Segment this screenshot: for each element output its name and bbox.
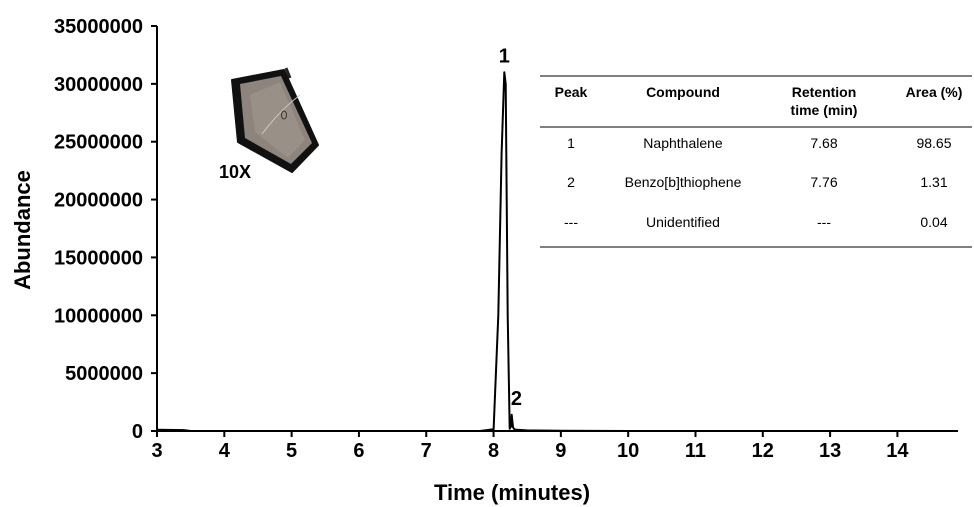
x-tick-label: 9 [555,440,566,462]
table-cell: 2 [567,174,575,190]
y-tick-label: 15000000 [54,247,143,269]
table-cell: 7.76 [810,174,837,190]
table-cell: --- [817,214,831,230]
x-tick-label: 10 [617,440,639,462]
table-cell: 98.65 [916,135,951,151]
y-tick-label: 5000000 [65,363,143,385]
table-header-retention-2: time (min) [791,102,858,118]
table-row: --- Unidentified --- 0.04 [564,214,948,230]
x-tick-label: 7 [421,440,432,462]
table-header-area: Area (%) [906,84,963,100]
x-tick-label: 14 [886,440,909,462]
table-cell: Unidentified [646,214,720,230]
x-tick-label: 13 [819,440,841,462]
table-cell: Naphthalene [643,135,723,151]
y-axis-title: Abundance [10,170,35,290]
table-row: 2 Benzo[b]thiophene 7.76 1.31 [567,174,948,190]
table-header-compound: Compound [646,84,720,100]
x-tick-label: 12 [752,440,774,462]
table-cell: --- [564,214,578,230]
table-header-peak: Peak [555,84,588,100]
chromatogram-trace [156,71,958,432]
y-tick-label: 0 [132,421,143,443]
table-cell: 7.68 [810,135,837,151]
x-axis-ticks: 3 4 5 6 7 8 9 10 11 12 13 14 [151,431,909,462]
compound-table: Peak Compound Retention time (min) Area … [540,75,972,248]
y-axis-ticks: 0 5000000 10000000 15000000 20000000 25000000… [54,16,157,443]
peak-label: 1 [499,45,510,67]
y-tick-label: 10000000 [54,305,143,327]
x-axis-title: Time (minutes) [434,480,590,505]
y-tick-label: 30000000 [54,74,143,96]
table-cell: 1.31 [920,174,947,190]
y-tick-label: 35000000 [54,16,143,38]
x-tick-label: 11 [685,440,706,462]
peak-label: 2 [511,388,522,410]
y-tick-label: 20000000 [54,190,143,212]
magnification-label: 10X [219,162,251,182]
table-cell: 0.04 [920,214,947,230]
y-tick-label: 25000000 [54,132,143,154]
table-row: 1 Naphthalene 7.68 98.65 [567,135,952,151]
x-tick-label: 4 [219,440,231,462]
x-tick-label: 6 [353,440,364,462]
x-tick-label: 8 [488,440,499,462]
table-cell: 1 [567,135,575,151]
x-tick-label: 5 [286,440,297,462]
table-header-retention-1: Retention [792,84,857,100]
crystal-photo-icon [231,67,319,173]
peak-labels: 12 [499,45,522,410]
table-cell: Benzo[b]thiophene [625,174,742,190]
x-tick-label: 3 [151,440,162,462]
